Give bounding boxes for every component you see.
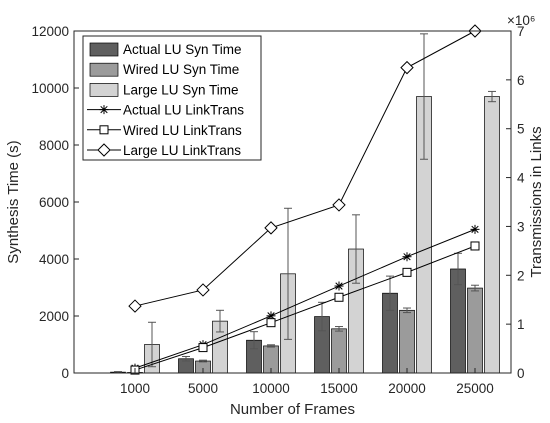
right-tick-label: 1 xyxy=(517,317,525,332)
legend: Actual LU Syn Time Wired LU Syn Time Large… xyxy=(82,35,262,161)
marker-star-4 xyxy=(402,252,412,262)
legend-label-0: Actual LU Syn Time xyxy=(123,42,242,57)
legend-label-square: Wired LU LinkTrans xyxy=(123,123,242,138)
legend-label-2: Large LU Syn Time xyxy=(123,82,239,97)
marker-star-5 xyxy=(470,224,480,234)
marker-diamond-2 xyxy=(264,221,278,235)
left-tick-label: 2000 xyxy=(39,309,69,324)
left-tick-label: 4000 xyxy=(39,252,69,267)
marker-diamond-1 xyxy=(196,283,210,297)
bar-2-5 xyxy=(484,96,500,374)
marker-square-5 xyxy=(470,241,480,251)
left-tick-label: 12000 xyxy=(31,24,69,39)
x-axis-title: Number of Frames xyxy=(230,401,355,418)
line-star xyxy=(134,228,476,369)
legend-swatch-0 xyxy=(89,42,119,57)
right-axis-exponent: ×10⁶ xyxy=(507,13,535,28)
marker-diamond-0 xyxy=(128,299,142,313)
right-tick-label: 2 xyxy=(517,268,525,283)
marker-square-2 xyxy=(266,318,276,328)
legend-swatch-1 xyxy=(89,62,119,77)
legend-label-1: Wired LU Syn Time xyxy=(123,62,239,77)
x-tick-label: 20000 xyxy=(388,381,426,396)
right-tick-label: 0 xyxy=(517,366,525,381)
left-tick-label: 8000 xyxy=(39,138,69,153)
legend-swatch-2 xyxy=(89,83,119,97)
legend-box xyxy=(82,35,262,161)
right-tick-label: 5 xyxy=(517,122,525,137)
bar-1-4 xyxy=(399,309,415,374)
legend-marker-square xyxy=(99,125,109,135)
marker-star-3 xyxy=(334,281,344,291)
error-bars-layer xyxy=(114,33,496,374)
x-tick-label: 10000 xyxy=(252,381,290,396)
legend-marker-diamond xyxy=(97,143,111,157)
y-axis-left-title: Synthesis Time (s) xyxy=(5,140,22,263)
line-square xyxy=(134,245,476,371)
x-tick-label: 1000 xyxy=(120,381,150,396)
line-diamond xyxy=(134,30,476,307)
bar-1-5 xyxy=(467,287,483,374)
bar-1-3 xyxy=(331,328,347,374)
x-tick-label: 5000 xyxy=(188,381,218,396)
axes-layer: 0 2000 4000 6000 8000 10000 12000 0 1 2 3 4 5 6 7 1000 5… xyxy=(5,13,545,418)
x-tick-label: 25000 xyxy=(456,381,494,396)
marker-square-1 xyxy=(198,343,208,353)
left-tick-label: 0 xyxy=(61,366,69,381)
y-axis-right-title: Transmissions in Links xyxy=(528,126,545,277)
right-tick-label: 3 xyxy=(517,219,525,234)
right-tick-label: 6 xyxy=(517,73,525,88)
lines-layer xyxy=(128,24,482,375)
marker-diamond-3 xyxy=(332,198,346,212)
legend-marker-star xyxy=(99,105,109,115)
right-tick-label: 4 xyxy=(517,171,525,186)
left-tick-label: 10000 xyxy=(31,81,69,96)
marker-diamond-4 xyxy=(400,60,414,75)
left-tick-label: 6000 xyxy=(39,195,69,210)
right-tick-label: 7 xyxy=(517,24,525,39)
marker-square-3 xyxy=(334,292,344,302)
legend-label-diamond: Large LU LinkTrans xyxy=(123,143,241,158)
x-tick-label: 15000 xyxy=(320,381,358,396)
legend-label-star: Actual LU LinkTrans xyxy=(123,103,244,118)
marker-square-4 xyxy=(402,267,412,277)
